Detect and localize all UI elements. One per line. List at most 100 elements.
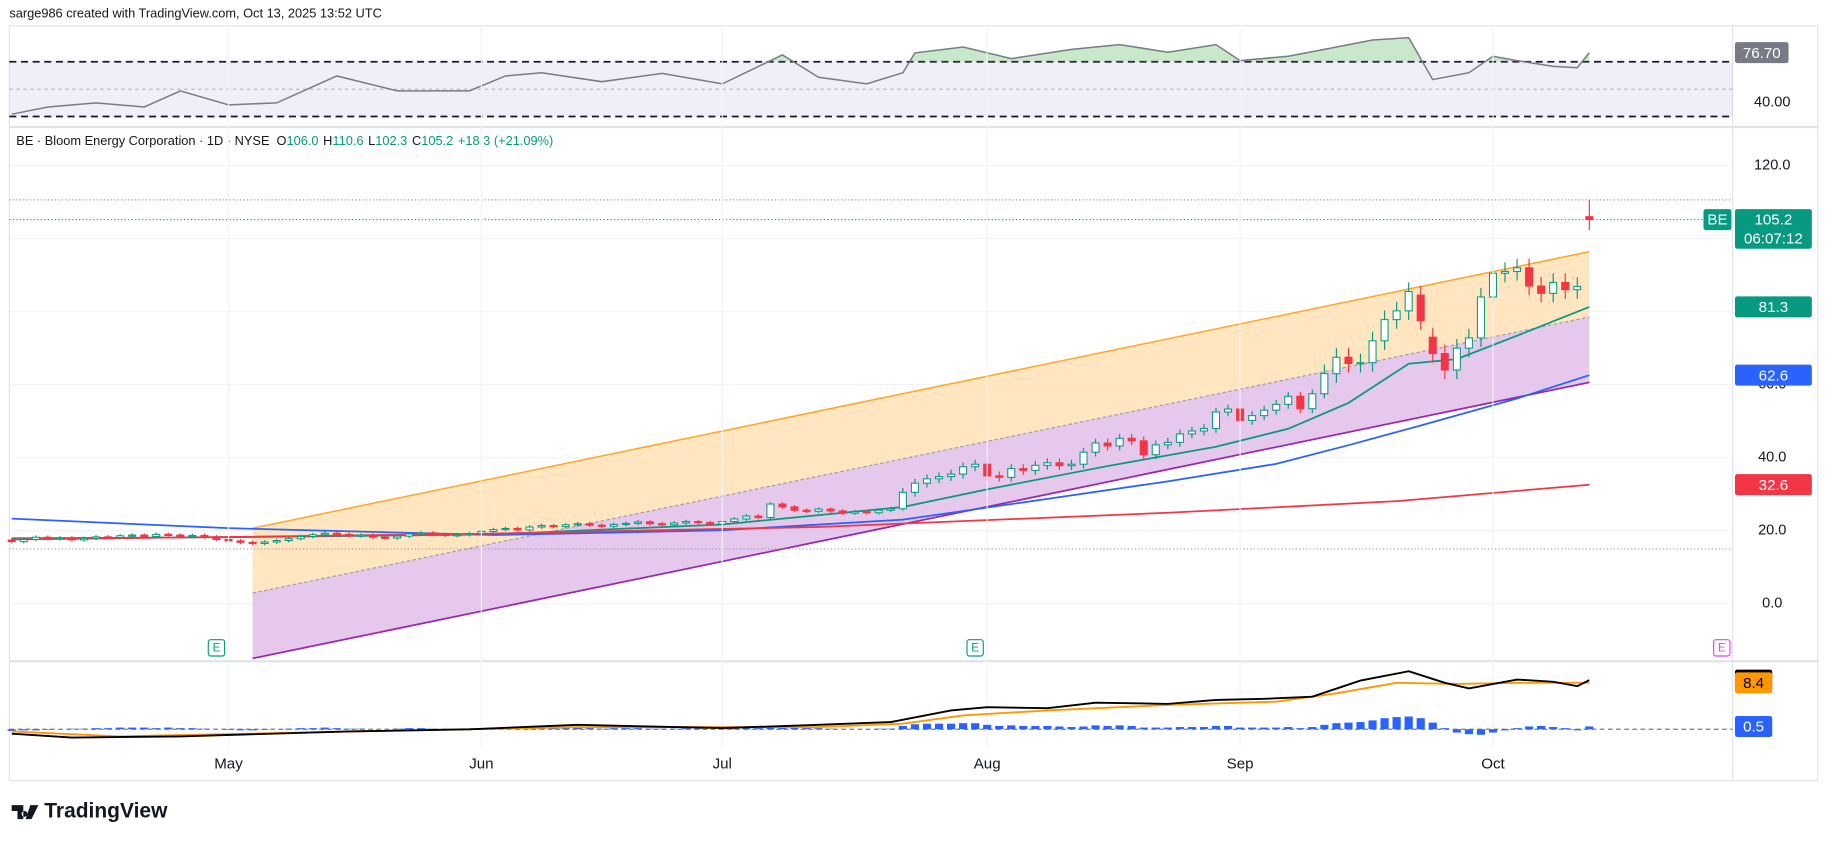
candle-body (1175, 433, 1184, 443)
histogram-bar (669, 728, 679, 730)
logo-icon (11, 805, 39, 820)
candle-body (381, 536, 390, 539)
earnings-marker (1713, 639, 1731, 657)
signal-value-tag: 8.4 (1743, 675, 1764, 692)
histogram-bar (1019, 725, 1028, 730)
histogram-bar (1416, 718, 1425, 730)
candle-body (453, 534, 462, 537)
histogram-bar (308, 728, 317, 730)
histogram-bar (43, 729, 52, 730)
candle-body (200, 534, 209, 538)
candle-body (1308, 393, 1317, 410)
candle-body (922, 478, 931, 484)
candle-body (754, 515, 763, 519)
candle-body (489, 529, 498, 532)
histogram-bar (320, 727, 329, 730)
histogram-bar (1392, 717, 1401, 730)
histogram-bar (1356, 722, 1365, 730)
histogram-bar (200, 728, 209, 730)
candle-body (43, 536, 52, 540)
histogram-bar (814, 728, 823, 730)
histogram-bar (609, 728, 618, 730)
histogram-bar (1296, 728, 1305, 730)
histogram-bar (152, 728, 161, 730)
candle-body (1404, 290, 1413, 312)
x-tick-label: Jul (713, 755, 732, 772)
candle-body (501, 527, 510, 531)
histogram-bar (1043, 725, 1052, 730)
ma-value-tag: 32.6 (1759, 477, 1788, 494)
histogram-bar (1199, 727, 1209, 730)
histogram-bar (91, 728, 101, 730)
earnings-label: E (971, 641, 979, 654)
candle-body (1416, 294, 1425, 322)
candle-body (1344, 356, 1353, 364)
legend-value: 105.2 (421, 134, 453, 149)
histogram-bar (1091, 725, 1100, 730)
candle-body (850, 511, 859, 514)
rsi-value-tag-bg (1734, 42, 1789, 64)
legend-key: H (323, 134, 332, 149)
candle-body (1368, 340, 1377, 364)
channel-upper (252, 250, 1590, 529)
candle-body (658, 523, 667, 526)
histogram-bar (7, 729, 16, 731)
candle-body (886, 508, 895, 511)
candle-body (1296, 395, 1305, 410)
histogram-bar (1211, 725, 1221, 730)
earnings-marker (207, 639, 226, 657)
histogram-bar (1320, 724, 1329, 730)
histogram-bar (1067, 727, 1076, 730)
legend-key: C (412, 134, 421, 149)
histogram-bar (260, 729, 269, 730)
histogram-bar (1561, 728, 1570, 730)
candle-body (730, 518, 739, 523)
candle-body (1500, 270, 1510, 274)
candle-body (1103, 442, 1112, 447)
logo-text: TradingView (44, 800, 168, 823)
candle-body (1224, 408, 1233, 413)
candle-body (1248, 415, 1257, 421)
histogram-bar (164, 727, 173, 730)
histogram-bar (549, 728, 558, 730)
logo: TradingView (11, 800, 168, 823)
candle-body (645, 521, 655, 525)
histogram-bar (585, 728, 594, 730)
histogram-bar (1549, 727, 1558, 730)
ma-value-tag-bg (1734, 296, 1812, 318)
rsi-value-tag: 76.70 (1743, 45, 1781, 62)
candle-body (621, 522, 630, 526)
histogram-bar (742, 727, 751, 730)
candle-body (1055, 462, 1064, 467)
candle-body (1272, 403, 1281, 411)
candle-body (670, 522, 679, 526)
y-tick-label: 120.0 (1754, 157, 1790, 173)
candle-body (67, 537, 76, 541)
histogram-value-tag: 0.5 (1743, 719, 1764, 736)
candle-body (116, 535, 125, 539)
histogram-bar (802, 728, 811, 730)
ma-value-tag-bg (1734, 474, 1812, 496)
candle-body (79, 537, 89, 541)
channel-upper-fill (252, 251, 1590, 594)
histogram-bar (236, 729, 245, 731)
legend-symbol: BE · Bloom Energy Corporation · 1D · NYS… (16, 134, 269, 149)
histogram-bar (1428, 722, 1437, 730)
histogram-bar (1187, 727, 1196, 730)
histogram-bar (1127, 725, 1136, 730)
candle-body (742, 515, 751, 520)
candle-body (1260, 409, 1269, 417)
histogram-bar (934, 723, 944, 730)
candle-body (971, 463, 980, 468)
candle-body (597, 524, 606, 527)
candle-body (465, 533, 474, 536)
histogram-bar (1175, 727, 1184, 730)
histogram-bar (79, 728, 89, 730)
channel-lower-fill (252, 317, 1590, 659)
candle-body (236, 540, 245, 543)
histogram-bar (1440, 728, 1449, 730)
candle-body (260, 541, 269, 544)
histogram-bar (344, 728, 354, 730)
candle-body (1199, 427, 1208, 432)
histogram-bar (621, 728, 630, 730)
